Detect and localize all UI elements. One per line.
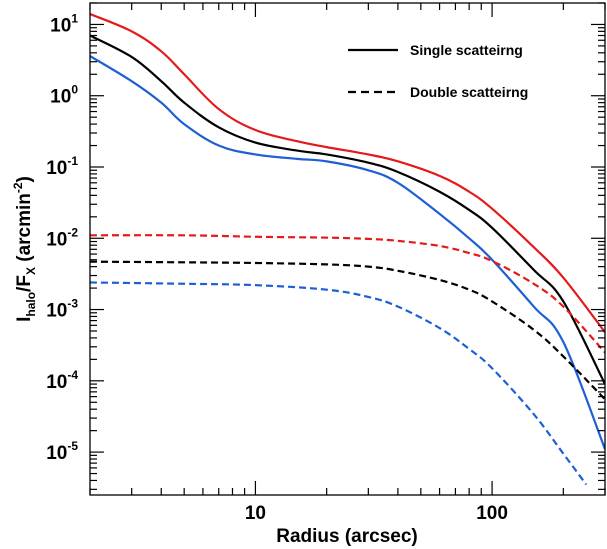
x-tick-label: 10 [245, 503, 266, 524]
y-axis-title-unit-sup: -2 [11, 182, 25, 193]
y-tick-label: 10-4 [46, 368, 78, 393]
y-tick-label-base: 10 [50, 87, 71, 108]
x-tick-label: 100 [476, 503, 508, 524]
series-line-single-2 [90, 55, 605, 450]
y-tick-label-exponent: -5 [67, 439, 78, 453]
y-tick-label: 100 [50, 83, 78, 108]
y-tick-label: 10-5 [46, 439, 78, 464]
y-tick-label: 10-3 [46, 297, 78, 322]
legend-label-double: Double scatteirng [410, 84, 528, 100]
y-axis-title-close: ) [14, 176, 35, 182]
series-line-single-0 [90, 13, 605, 333]
y-tick-label-exponent: 1 [71, 11, 78, 25]
y-tick-label-base: 10 [46, 229, 67, 250]
y-tick-label-base: 10 [46, 443, 67, 464]
y-axis-title-sub1: halo [24, 292, 38, 317]
y-tick-label: 10-2 [46, 225, 78, 250]
legend-label-single: Single scatteirng [410, 42, 523, 58]
series-line-single-1 [90, 34, 605, 385]
y-tick-label-base: 10 [46, 372, 67, 393]
y-tick-label-base: 10 [50, 15, 71, 36]
y-axis-title-mid: /F [14, 275, 35, 292]
y-tick-label-exponent: -4 [67, 368, 78, 382]
y-axis-title-unit: (arcmin [14, 193, 35, 267]
legend: Single scatteirng Double scatteirng [348, 42, 528, 100]
y-tick-label: 101 [50, 11, 78, 36]
series-line-double-5 [90, 281, 588, 486]
series-layer [90, 13, 605, 486]
series-line-double-3 [90, 234, 605, 354]
y-tick-label-base: 10 [46, 158, 67, 179]
y-tick-label-exponent: 0 [71, 83, 78, 97]
y-axis-title: Ihalo/FX (arcmin-2) [11, 176, 38, 322]
y-axis-title-base: I [14, 317, 35, 322]
x-axis-title: Radius (arcsec) [276, 526, 418, 547]
y-tick-label: 10-1 [46, 154, 78, 179]
y-tick-label-exponent: -2 [67, 225, 78, 239]
y-tick-label-exponent: -1 [67, 154, 78, 168]
y-axis-title-sub2: X [24, 267, 38, 275]
y-tick-label-base: 10 [46, 301, 67, 322]
y-tick-label-exponent: -3 [67, 297, 78, 311]
